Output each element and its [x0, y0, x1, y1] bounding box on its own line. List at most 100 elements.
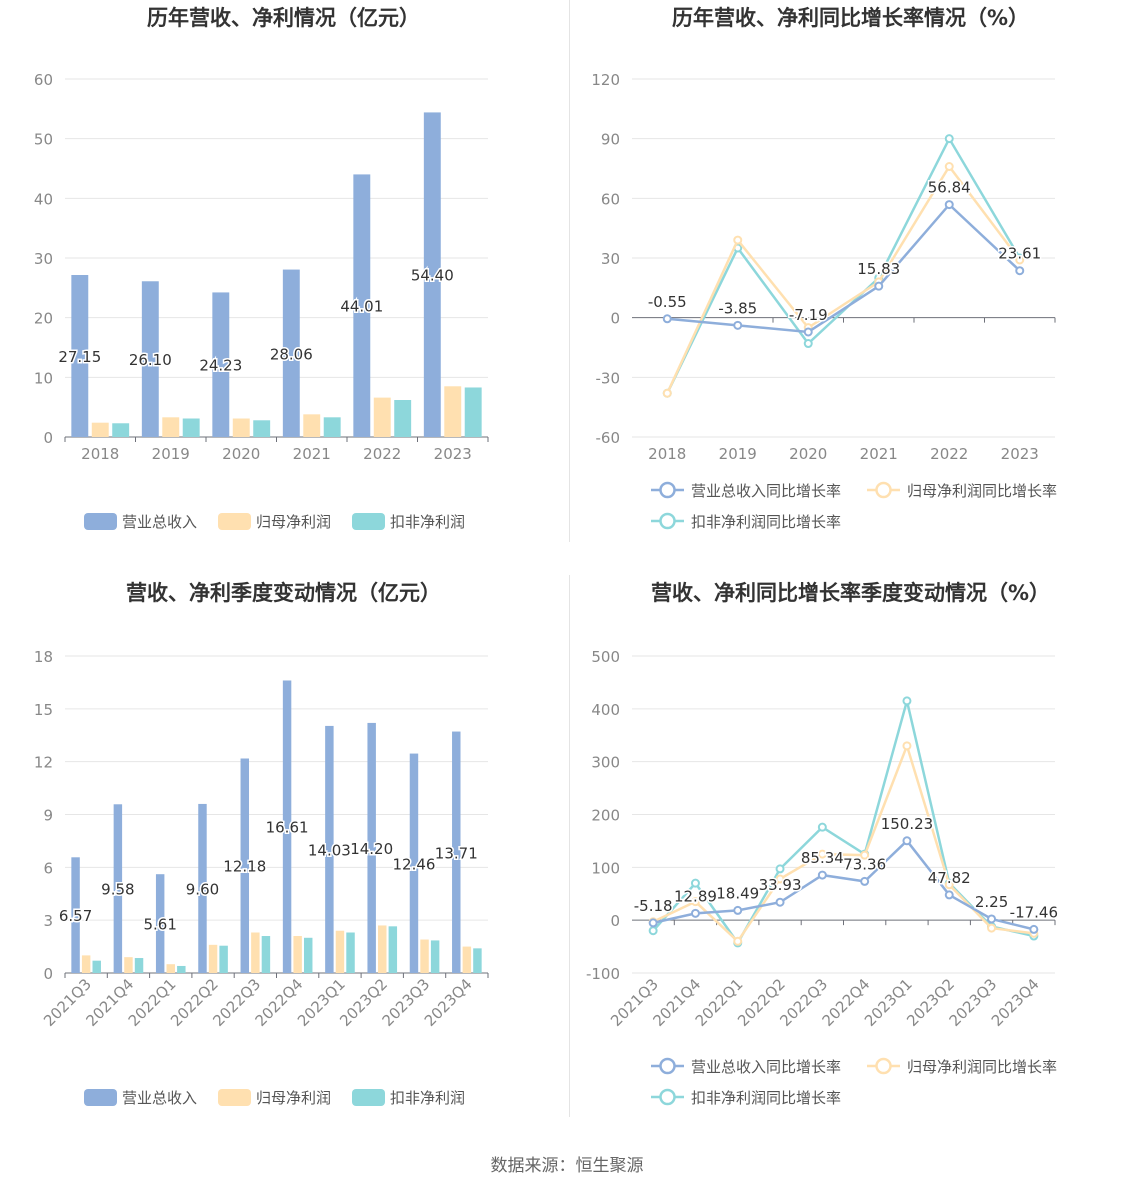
panel-divider [569, 575, 570, 1117]
bar-netprofit [303, 414, 321, 437]
data-label: -7.19 [789, 306, 828, 324]
legend-label: 扣非净利润同比增长率 [691, 513, 841, 531]
data-label: 14.20 [350, 840, 393, 858]
legend-label: 归母净利润同比增长率 [907, 482, 1057, 500]
line-point [860, 850, 870, 860]
line-point [1015, 266, 1025, 276]
bar-revenue [198, 803, 207, 973]
y-tick-label: 50 [34, 131, 53, 149]
bar-revenue [71, 857, 80, 973]
bar-revenue [367, 722, 376, 973]
line-point [775, 874, 785, 884]
bar-deducted [92, 960, 101, 973]
y-tick-label: -100 [586, 965, 620, 983]
bar-deducted [219, 945, 228, 973]
line-point [902, 696, 912, 706]
y-tick-label: 60 [601, 190, 620, 208]
data-label: -17.46 [1010, 903, 1058, 921]
bar-deducted [346, 932, 355, 973]
line-point [803, 339, 813, 349]
line-point [987, 914, 997, 924]
legend-swatch [84, 1089, 117, 1106]
y-tick-label: 300 [591, 754, 620, 772]
line-point [775, 864, 785, 874]
data-label: 12.18 [223, 858, 266, 876]
data-label: 9.60 [186, 880, 219, 898]
legend-marker [659, 481, 676, 499]
legend-label: 营业总收入同比增长率 [691, 1058, 841, 1076]
legend-label: 归母净利润 [256, 1089, 331, 1107]
legend-swatch [84, 513, 117, 530]
annual-revenue-profit-chart: 历年营收、净利情况（亿元） 0 10 20 30 40 50 60 2018 2019 2020 20… [0, 0, 567, 560]
legend-label: 营业总收入 [122, 1089, 197, 1107]
line-point [902, 741, 912, 751]
bar-netprofit [162, 417, 180, 437]
y-tick-label: 200 [591, 807, 620, 825]
x-tick-label: 2019 [719, 445, 757, 463]
legend-label: 营业总收入同比增长率 [691, 482, 841, 500]
y-tick-label: -60 [596, 429, 621, 447]
x-tick-label: 2023 [1001, 445, 1039, 463]
y-tick-label: 10 [34, 369, 53, 387]
line-point [648, 926, 658, 936]
bar-netprofit [335, 930, 345, 973]
data-label: 13.71 [435, 844, 478, 862]
y-tick-label: 20 [34, 310, 53, 328]
quarterly-revenue-profit-chart: 营收、净利季度变动情况（亿元） 0 3 6 9 12 15 18 2021Q3 2021Q4 202… [0, 575, 567, 1135]
y-tick-label: 90 [601, 131, 620, 149]
data-label: 54.40 [411, 267, 454, 285]
bar-revenue [141, 281, 159, 437]
y-tick-label: 6 [43, 859, 53, 877]
chart-title: 营收、净利季度变动情况（亿元） [126, 581, 441, 605]
y-tick-label: 12 [34, 754, 53, 772]
data-label: 47.82 [928, 869, 971, 887]
legend-swatch [218, 1089, 251, 1106]
bar-deducted [134, 958, 144, 973]
data-label: 85.34 [801, 849, 844, 867]
data-label: 12.89 [674, 887, 717, 905]
panel-divider [569, 0, 570, 542]
x-tick-label: 2020 [789, 445, 827, 463]
y-tick-label: 9 [43, 807, 53, 825]
legend-label: 归母净利润同比增长率 [907, 1058, 1057, 1076]
line-series-revenue [652, 838, 1035, 931]
data-label: 9.58 [101, 881, 134, 899]
bar-netprofit [373, 397, 391, 437]
bar-revenue [282, 269, 300, 437]
line-point [944, 162, 954, 172]
y-tick-label: 0 [610, 912, 620, 930]
bar-netprofit [124, 957, 133, 973]
bar-deducted [303, 937, 313, 973]
bar-deducted [112, 423, 130, 437]
bar-deducted [323, 417, 341, 437]
data-label: 26.10 [129, 351, 172, 369]
y-tick-label: 0 [43, 429, 53, 447]
y-tick-label: 30 [601, 250, 620, 268]
x-tick-label: 2021 [860, 445, 898, 463]
y-tick-label: 60 [34, 71, 53, 89]
chart-title: 历年营收、净利同比增长率情况（%） [672, 6, 1029, 30]
bar-revenue [155, 874, 165, 973]
y-tick-label: 40 [34, 190, 53, 208]
data-label: 28.06 [270, 345, 313, 363]
bar-revenue [325, 725, 334, 973]
bar-revenue [452, 731, 461, 973]
line-point [944, 890, 954, 900]
bar-netprofit [208, 944, 218, 973]
x-tick-label: 2022 [930, 445, 968, 463]
bar-deducted [473, 948, 482, 973]
bar-netprofit [293, 936, 302, 973]
line-point [817, 822, 827, 832]
y-tick-label: 500 [591, 648, 620, 666]
bar-revenue [71, 275, 89, 437]
legend-swatch [218, 513, 251, 530]
line-point [733, 320, 743, 330]
line-point [733, 905, 743, 915]
line-point [944, 134, 954, 144]
y-tick-label: 0 [610, 310, 620, 328]
line-point [874, 281, 884, 291]
legend-label: 归母净利润 [256, 513, 331, 531]
x-tick-label: 2023 [434, 445, 472, 463]
data-label: 33.93 [759, 876, 802, 894]
y-tick-label: 3 [43, 912, 53, 930]
